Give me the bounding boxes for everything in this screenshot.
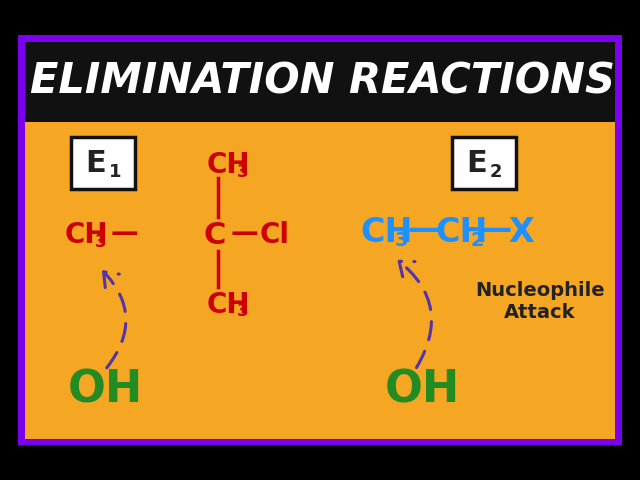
Text: CH: CH xyxy=(207,151,250,179)
FancyArrowPatch shape xyxy=(104,272,126,368)
Text: CH: CH xyxy=(65,221,109,249)
Bar xyxy=(0,0,640,35)
Text: Attack: Attack xyxy=(504,302,576,322)
Text: Cl: Cl xyxy=(260,221,290,249)
FancyArrowPatch shape xyxy=(399,261,431,368)
Text: OH: OH xyxy=(68,369,143,411)
Text: 2: 2 xyxy=(470,230,484,250)
Bar xyxy=(25,42,615,439)
Text: E: E xyxy=(86,148,106,178)
Text: 3: 3 xyxy=(237,163,248,181)
Text: 3: 3 xyxy=(395,230,408,250)
Text: X: X xyxy=(508,216,534,249)
Text: E: E xyxy=(467,148,488,178)
Text: —: — xyxy=(407,214,440,247)
FancyBboxPatch shape xyxy=(71,137,135,189)
Bar xyxy=(18,35,622,445)
Bar xyxy=(25,42,615,122)
Text: Nucleophile: Nucleophile xyxy=(475,280,605,300)
Text: —: — xyxy=(478,214,511,247)
Text: OH: OH xyxy=(385,369,460,411)
Text: ELIMINATION REACTIONS: ELIMINATION REACTIONS xyxy=(29,61,614,103)
FancyBboxPatch shape xyxy=(452,137,516,189)
Bar xyxy=(0,445,640,480)
Text: CH: CH xyxy=(360,216,413,249)
Text: CH: CH xyxy=(435,216,488,249)
Text: —: — xyxy=(110,219,138,247)
Text: 2: 2 xyxy=(490,163,502,181)
Text: C: C xyxy=(204,220,226,250)
Text: 3: 3 xyxy=(95,233,107,251)
Text: CH: CH xyxy=(207,291,250,319)
Text: 1: 1 xyxy=(109,163,121,181)
Text: —: — xyxy=(230,219,258,247)
Text: 3: 3 xyxy=(237,302,248,320)
